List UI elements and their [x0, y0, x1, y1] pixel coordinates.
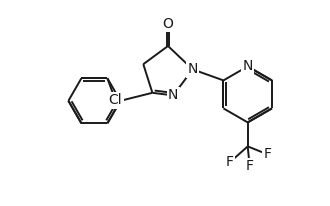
Text: O: O: [163, 17, 174, 31]
Text: N: N: [187, 62, 198, 76]
Text: Cl: Cl: [109, 93, 122, 107]
Text: F: F: [246, 159, 254, 173]
Text: F: F: [264, 147, 272, 161]
Text: N: N: [243, 59, 253, 73]
Text: N: N: [168, 88, 179, 102]
Text: F: F: [226, 155, 234, 169]
